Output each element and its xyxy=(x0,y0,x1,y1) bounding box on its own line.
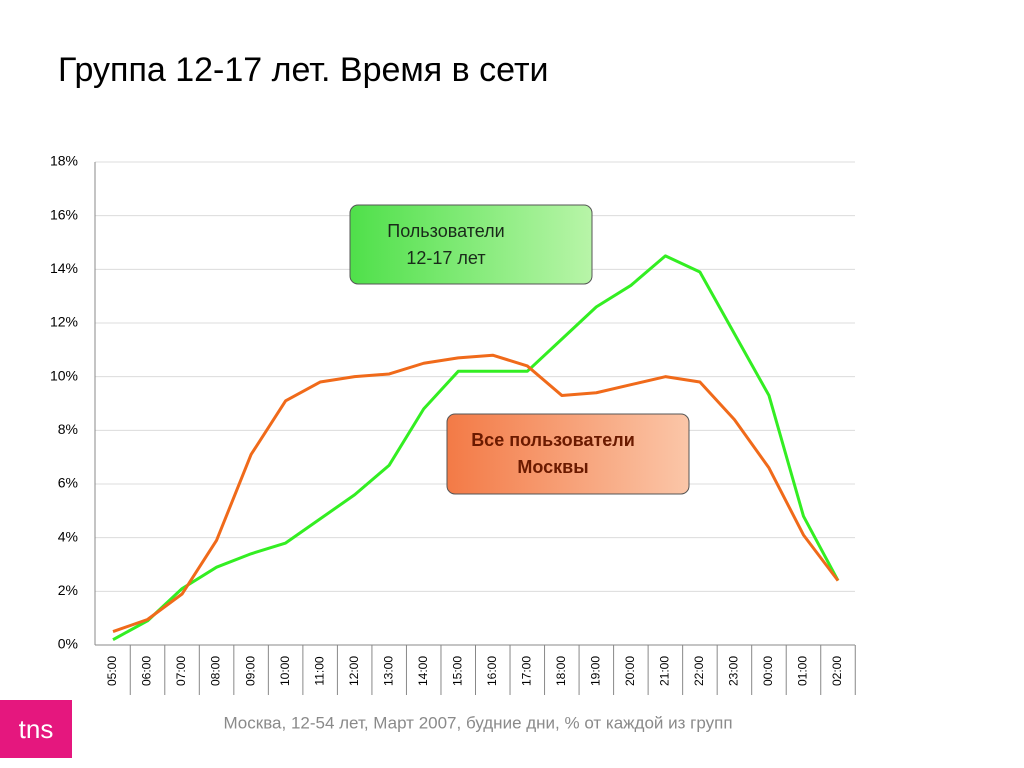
x-tick-label: 07:00 xyxy=(174,656,188,686)
chart-title: Группа 12-17 лет. Время в сети xyxy=(58,51,549,89)
x-tick-label: 08:00 xyxy=(209,656,223,686)
x-tick-label: 20:00 xyxy=(623,656,637,686)
x-tick-label: 18:00 xyxy=(554,656,568,686)
y-tick-label: 16% xyxy=(50,206,78,222)
x-tick-label: 12:00 xyxy=(347,656,361,686)
x-tick-label: 13:00 xyxy=(381,656,395,686)
x-tick-label: 02:00 xyxy=(830,656,844,686)
x-tick-label: 00:00 xyxy=(761,656,775,686)
logo: tns xyxy=(19,714,54,744)
x-tick-label: 06:00 xyxy=(140,656,154,686)
y-tick-label: 0% xyxy=(58,636,78,652)
x-tick-label: 14:00 xyxy=(416,656,430,686)
x-tick-label: 23:00 xyxy=(727,656,741,686)
y-tick-label: 8% xyxy=(58,421,78,437)
y-tick-label: 12% xyxy=(50,314,78,330)
y-tick-label: 10% xyxy=(50,367,78,383)
x-tick-label: 16:00 xyxy=(485,656,499,686)
x-tick-label: 09:00 xyxy=(243,656,257,686)
logo-box xyxy=(0,700,72,758)
annotation-box xyxy=(349,204,593,285)
x-tick-label: 22:00 xyxy=(692,656,706,686)
y-tick-label: 4% xyxy=(58,528,78,544)
x-tick-label: 11:00 xyxy=(312,656,326,685)
annotation-text: Все пользователи xyxy=(471,430,635,450)
annotation-text: Москвы xyxy=(517,457,588,477)
y-tick-label: 14% xyxy=(50,260,78,276)
x-tick-label: 17:00 xyxy=(519,656,533,686)
x-tick-label: 01:00 xyxy=(796,656,810,686)
series-line xyxy=(112,254,840,641)
annotation-text: Пользователи xyxy=(387,221,504,241)
x-tick-label: 15:00 xyxy=(450,656,464,686)
y-tick-label: 6% xyxy=(58,475,78,491)
x-tick-label: 10:00 xyxy=(278,656,292,686)
x-tick-label: 19:00 xyxy=(589,656,603,686)
y-tick-label: 2% xyxy=(58,582,78,598)
footnote: Москва, 12-54 лет, Март 2007, будние дни… xyxy=(223,713,732,732)
x-tick-label: 21:00 xyxy=(658,656,672,686)
annotation-box xyxy=(446,413,690,495)
y-tick-label: 18% xyxy=(50,153,78,169)
annotation-text: 12-17 лет xyxy=(406,248,485,268)
x-tick-label: 05:00 xyxy=(105,656,119,686)
series-line xyxy=(112,353,840,633)
